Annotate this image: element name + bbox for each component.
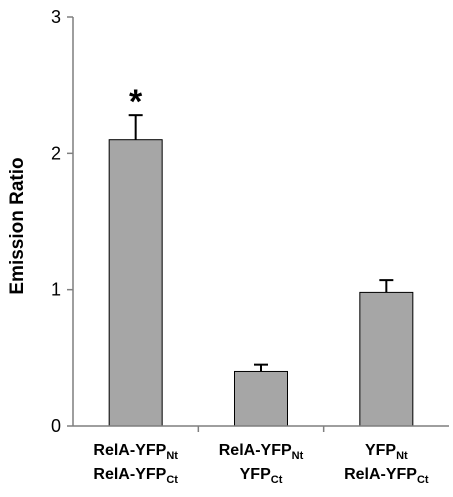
x-axis: RelA-YFPNt RelA-YFPCt RelA-YFPNt YFPCt YFPNt… (73, 426, 449, 486)
bars (109, 140, 413, 426)
y-tick-label: 3 (51, 7, 61, 27)
error-bars (129, 115, 394, 371)
y-tick-label: 0 (51, 416, 61, 436)
y-tick-label: 1 (51, 280, 61, 300)
x-category-label: RelA-YFPCt (93, 466, 178, 486)
bar (360, 292, 413, 426)
x-category-label: RelA-YFPCt (344, 466, 429, 486)
y-axis: 0 1 2 3 (51, 7, 73, 436)
x-category-label: RelA-YFPNt (93, 442, 178, 462)
bar (235, 371, 288, 426)
significance-marker: * (129, 83, 143, 121)
bar (109, 140, 162, 426)
x-category-label: RelA-YFPNt (219, 442, 304, 462)
y-tick-label: 2 (51, 143, 61, 163)
x-category-label: YFPCt (240, 466, 283, 486)
annotations: * (129, 83, 143, 121)
x-category-label: YFPNt (365, 442, 408, 462)
y-axis-label: Emission Ratio (7, 157, 28, 294)
